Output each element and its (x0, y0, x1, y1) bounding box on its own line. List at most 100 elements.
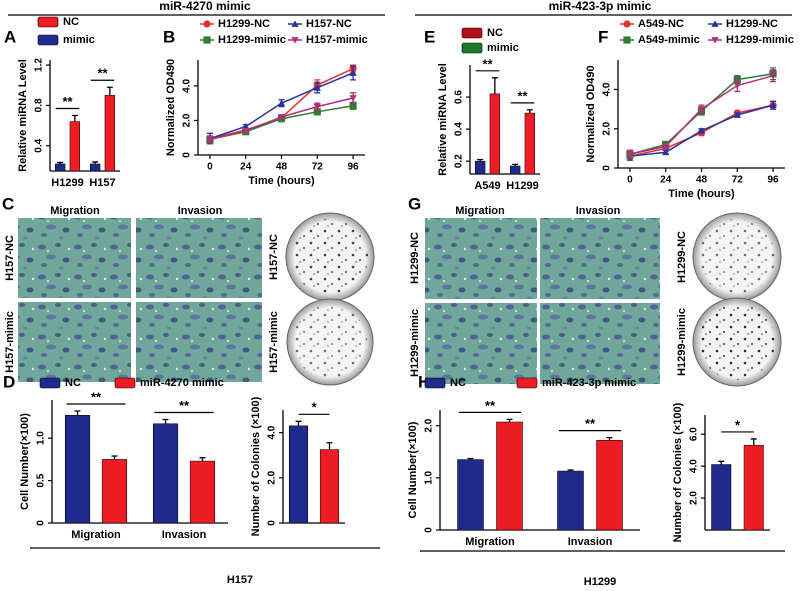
y-tick-label: 0.8 (34, 98, 45, 112)
legend-marker (711, 37, 719, 44)
error-bar (106, 86, 113, 96)
y-tick-label: 0.2 (454, 154, 465, 168)
error-bar (326, 442, 333, 450)
legend-label: NC (487, 27, 503, 39)
column-label: Invasion (178, 205, 223, 217)
legend-label: NC (63, 16, 79, 28)
marker (349, 69, 357, 76)
error-bar (295, 420, 302, 426)
error-bar (512, 163, 519, 166)
error-bar (467, 457, 474, 460)
bar (489, 93, 501, 175)
x-tick-label: 72 (732, 175, 744, 186)
y-tick-label: 0 (267, 520, 278, 526)
legend-label: H1299-NC (726, 18, 778, 30)
bar (557, 470, 584, 531)
y-tick-label: 6.0 (689, 427, 700, 441)
x-tick-label: 48 (696, 175, 708, 186)
significance-label: * (735, 417, 741, 432)
bar (189, 460, 216, 524)
legend-swatch (461, 42, 483, 54)
legend-label: A549-NC (638, 18, 684, 30)
significance-label: ** (62, 94, 73, 109)
micrograph (136, 218, 262, 298)
row-label: H1299-mimic (676, 308, 688, 376)
colonies (699, 219, 775, 295)
y-axis-label: Number of Colonies (×100) (250, 396, 262, 536)
error-bar (734, 78, 741, 93)
x-tick-label: Invasion (162, 529, 207, 541)
y-tick-label: 4.0 (182, 79, 193, 93)
significance-label: * (311, 400, 317, 415)
bar (104, 95, 115, 172)
y-axis-label: Cell Number(×100) (407, 421, 419, 518)
bar (152, 423, 179, 524)
legend-label: mimic (63, 34, 95, 46)
x-tick-label: 96 (348, 162, 360, 173)
panel-label: F (598, 27, 608, 46)
column-label: Migration (455, 205, 505, 217)
micrograph (136, 302, 262, 382)
error-bar (162, 418, 169, 424)
micrograph (18, 302, 131, 382)
error-bar (526, 109, 533, 114)
significance-label: ** (91, 389, 102, 404)
micrograph (425, 218, 537, 299)
y-tick-label: 2.0 (424, 418, 435, 432)
legend-label: H1299-mimic (218, 34, 286, 46)
bar (510, 165, 521, 175)
colonies (292, 219, 368, 295)
y-tick-label: 4.0 (602, 82, 613, 96)
bar (64, 415, 91, 524)
marker (349, 102, 357, 110)
legend-label: NC (65, 377, 81, 389)
legend-label: miR-4270 mimic (140, 377, 224, 389)
x-tick-label: Invasion (568, 536, 613, 548)
micrograph (540, 218, 660, 299)
error-bar (567, 469, 574, 472)
legend-swatch (516, 377, 538, 389)
colonies (699, 304, 775, 380)
panel-label: B (163, 27, 175, 46)
header: miR-4270 mimic (159, 0, 251, 13)
x-axis-label: Time (hours) (248, 175, 315, 187)
bar (711, 464, 732, 531)
legend-label: NC (450, 377, 466, 389)
error-bar (491, 77, 498, 94)
y-tick-label: 0 (182, 152, 193, 158)
marker (277, 99, 286, 107)
error-bar (506, 418, 513, 422)
row-label: H1299-NC (676, 231, 688, 283)
legend-label: H1299-NC (218, 18, 270, 30)
y-tick-label: 4.0 (689, 459, 700, 473)
marker (769, 72, 777, 80)
y-axis-label: Normalized OD490 (165, 59, 177, 156)
y-axis-label: Relative miRNA Level (437, 63, 449, 176)
marker (313, 84, 321, 91)
legend-marker (291, 20, 299, 27)
y-tick-label: 1.0 (36, 431, 47, 445)
legend-label: miR-423-3p mimic (542, 377, 636, 389)
x-tick-label: A549 (474, 180, 500, 192)
legend-swatch (37, 34, 59, 46)
error-bar (199, 457, 206, 462)
legend-label: H157-NC (306, 18, 352, 30)
x-tick-label: 96 (768, 175, 780, 186)
x-tick-label: 24 (240, 162, 252, 173)
error-bar (92, 161, 99, 164)
error-bar (57, 161, 64, 164)
x-tick-label: 48 (276, 162, 288, 173)
panel-label: A (4, 27, 16, 46)
marker (733, 82, 741, 90)
panel-label: D (3, 372, 15, 391)
x-tick-label: H1299 (506, 180, 538, 192)
bar (475, 160, 486, 175)
legend-label: H1299-mimic (726, 34, 794, 46)
y-axis-label: Cell Number(×100) (19, 413, 31, 510)
y-tick-label: 1.2 (34, 58, 45, 72)
y-tick-label: 0 (424, 527, 435, 533)
x-tick-label: H157 (89, 177, 115, 189)
y-axis-label: Number of Colonies (×100) (672, 402, 684, 542)
marker (242, 122, 250, 130)
error-bar (477, 158, 484, 162)
